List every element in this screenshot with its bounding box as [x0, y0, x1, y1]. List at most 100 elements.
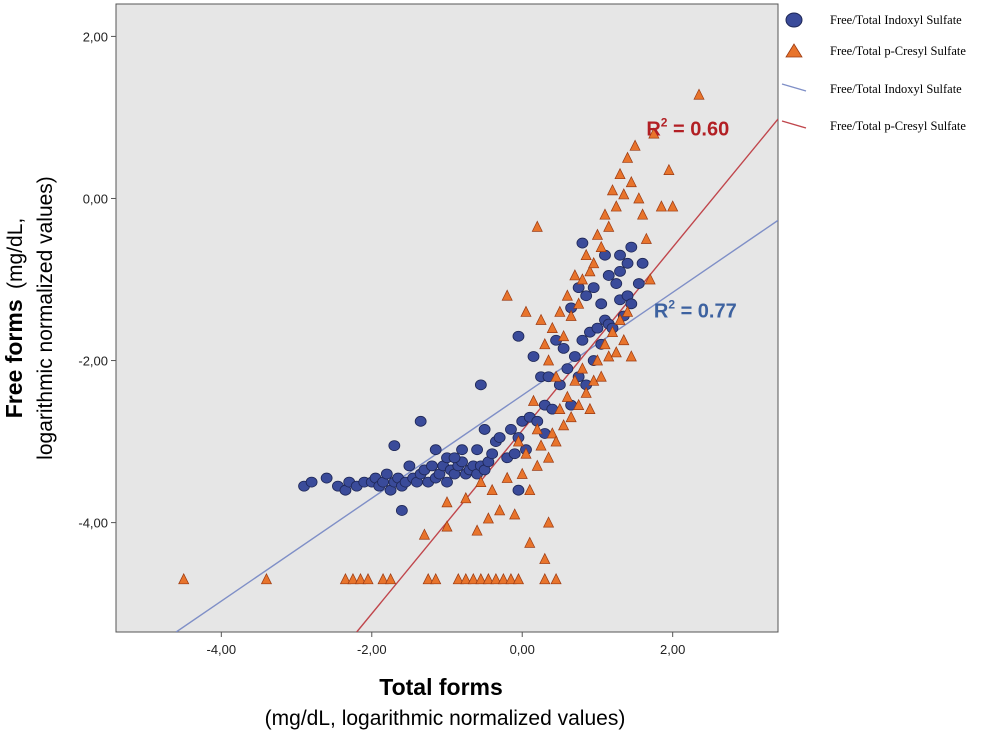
- x-tick-label: -4,00: [206, 642, 236, 657]
- legend-line-marker: [781, 83, 807, 92]
- legend-circle-marker: [785, 12, 803, 28]
- r2-annotation: R2 = 0.77: [654, 298, 737, 323]
- cresyl-point: [621, 151, 634, 163]
- indoxyl-point: [561, 363, 574, 375]
- cresyl-point: [497, 573, 509, 585]
- cresyl-point: [663, 163, 675, 175]
- cresyl-point: [561, 390, 573, 402]
- cresyl-point: [573, 398, 585, 410]
- legend-label: Free/Total Indoxyl Sulfate: [830, 82, 962, 96]
- cresyl-point: [524, 536, 536, 548]
- cresyl-point: [603, 350, 615, 362]
- indoxyl-point: [414, 415, 427, 427]
- fit-lines: [175, 118, 778, 632]
- indoxyl-point: [456, 444, 468, 456]
- x-tick-label: 0,00: [510, 642, 535, 657]
- cresyl-point: [512, 573, 525, 585]
- fit-line-cresyl: [356, 118, 778, 632]
- cresyl-point: [576, 273, 588, 285]
- indoxyl-point: [505, 424, 517, 435]
- cresyl-point: [599, 208, 611, 220]
- cresyl-point: [595, 240, 607, 252]
- cresyl-point: [618, 334, 630, 346]
- cresyl-point: [554, 305, 566, 317]
- cresyl-point: [535, 439, 547, 451]
- indoxyl-point: [474, 379, 487, 391]
- scatter-points: [178, 88, 705, 585]
- indoxyl-point: [595, 298, 608, 310]
- r2-annotation: R2 = 0.60: [646, 115, 729, 140]
- cresyl-point: [588, 257, 600, 269]
- cresyl-point: [629, 139, 641, 151]
- cresyl-point: [539, 338, 551, 350]
- cresyl-point: [490, 573, 502, 585]
- cresyl-point: [524, 483, 536, 496]
- cresyl-point: [535, 313, 547, 325]
- cresyl-point: [482, 512, 494, 524]
- fit-line-indoxyl: [175, 219, 778, 632]
- cresyl-point: [542, 516, 555, 528]
- cresyl-point: [693, 88, 705, 100]
- cresyl-point: [539, 552, 551, 564]
- cresyl-point: [539, 573, 551, 585]
- cresyl-point: [260, 573, 273, 585]
- cresyl-point: [640, 232, 652, 244]
- indoxyl-point: [602, 270, 615, 281]
- cresyl-point: [546, 321, 558, 333]
- cresyl-point: [501, 471, 513, 483]
- cresyl-point: [584, 265, 596, 277]
- cresyl-point: [550, 573, 562, 585]
- cresyl-point: [516, 467, 528, 479]
- indoxyl-point: [486, 448, 499, 460]
- y-tick-label: -2,00: [78, 354, 108, 369]
- x-axis-title: Total forms: [379, 674, 503, 700]
- cresyl-point: [542, 354, 555, 366]
- indoxyl-point: [471, 444, 483, 456]
- legend: Free/Total Indoxyl Sulfate Free/Total p-C…: [781, 12, 966, 133]
- cresyl-point: [625, 175, 637, 188]
- cresyl-point: [558, 329, 570, 342]
- cresyl-point: [422, 573, 434, 585]
- cresyl-point: [441, 520, 453, 532]
- indoxyl-point: [448, 452, 461, 464]
- cresyl-point: [644, 273, 656, 285]
- cresyl-point: [565, 410, 577, 423]
- y-axis-title-bold: Free forms: [1, 299, 27, 418]
- cresyl-point: [558, 419, 570, 431]
- indoxyl-point: [429, 444, 442, 456]
- cresyl-point: [486, 483, 498, 496]
- cresyl-point: [606, 325, 619, 338]
- indoxyl-point: [527, 351, 540, 362]
- r2-annotations: R2 = 0.60 R2 = 0.77: [646, 115, 736, 322]
- cresyl-point: [580, 248, 592, 261]
- cresyl-point: [584, 402, 596, 415]
- indoxyl-point: [632, 278, 645, 289]
- indoxyl-point: [493, 432, 506, 443]
- cresyl-point: [614, 167, 626, 180]
- cresyl-point: [347, 573, 359, 585]
- indoxyl-point: [625, 241, 638, 253]
- cresyl-point: [621, 305, 634, 317]
- cresyl-point: [554, 402, 566, 415]
- cresyl-point: [542, 451, 555, 463]
- indoxyl-point: [426, 460, 438, 472]
- cresyl-point: [475, 475, 487, 487]
- cresyl-point: [569, 374, 581, 386]
- cresyl-point: [531, 220, 543, 232]
- cresyl-point: [603, 220, 615, 232]
- cresyl-point: [606, 184, 619, 196]
- cresyl-point: [633, 192, 645, 204]
- indoxyl-point: [388, 440, 401, 452]
- cresyl-point: [339, 573, 352, 585]
- cresyl-point: [441, 496, 453, 508]
- cresyl-point: [494, 504, 506, 516]
- legend-label: Free/Total p-Cresyl Sulfate: [830, 44, 966, 58]
- cresyl-point: [610, 346, 622, 358]
- y-axis-title: Free forms (mg/dL,: [1, 218, 27, 419]
- legend-triangle-marker: [785, 43, 803, 58]
- cresyl-point: [475, 573, 487, 585]
- cresyl-point: [569, 269, 581, 281]
- indoxyl-point: [621, 257, 634, 269]
- cresyl-point: [418, 528, 430, 540]
